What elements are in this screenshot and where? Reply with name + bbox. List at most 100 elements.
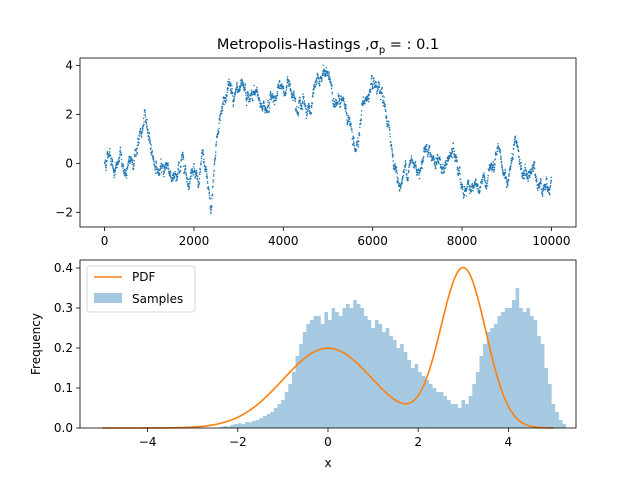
trace-point bbox=[509, 167, 512, 169]
trace-point bbox=[208, 191, 211, 193]
trace-point bbox=[332, 105, 335, 108]
trace-point bbox=[497, 145, 500, 148]
trace-point bbox=[388, 124, 390, 127]
trace-point bbox=[368, 97, 370, 100]
trace-point bbox=[272, 101, 275, 103]
trace-point bbox=[218, 117, 221, 119]
trace-point bbox=[319, 80, 321, 83]
trace-point bbox=[333, 100, 336, 103]
histogram-bar bbox=[519, 308, 523, 428]
trace-point bbox=[184, 164, 186, 167]
trace-point bbox=[177, 169, 179, 171]
trace-point bbox=[335, 99, 337, 101]
trace-point bbox=[540, 182, 542, 185]
trace-point bbox=[543, 189, 545, 191]
trace-point bbox=[358, 133, 360, 135]
histogram-bar bbox=[266, 414, 271, 428]
trace-point bbox=[245, 94, 247, 96]
trace-point bbox=[382, 104, 384, 107]
trace-point bbox=[293, 91, 295, 94]
trace-point bbox=[353, 137, 355, 139]
trace-point bbox=[297, 114, 300, 117]
trace-point bbox=[145, 123, 148, 125]
trace-point bbox=[318, 83, 321, 85]
trace-point bbox=[278, 81, 281, 83]
trace-point bbox=[164, 165, 166, 168]
trace-point bbox=[282, 87, 285, 90]
trace-point bbox=[272, 92, 274, 95]
trace-point bbox=[378, 81, 380, 84]
histogram-bar bbox=[508, 308, 512, 428]
trace-point bbox=[372, 80, 374, 83]
trace-point bbox=[138, 138, 140, 140]
trace-point bbox=[267, 104, 270, 107]
trace-point bbox=[149, 140, 151, 143]
trace-point bbox=[373, 82, 376, 85]
trace-point bbox=[208, 189, 210, 191]
trace-point bbox=[162, 165, 164, 167]
trace-point bbox=[142, 128, 144, 130]
trace-point bbox=[311, 94, 314, 96]
trace-point bbox=[462, 192, 465, 194]
trace-point bbox=[505, 178, 508, 180]
trace-point bbox=[296, 105, 298, 108]
trace-point bbox=[320, 80, 323, 83]
trace-point bbox=[451, 151, 454, 154]
trace-point bbox=[268, 103, 271, 105]
trace-point bbox=[490, 165, 492, 168]
trace-point bbox=[483, 175, 486, 177]
trace-point bbox=[285, 92, 287, 95]
trace-point bbox=[273, 103, 276, 106]
trace-point bbox=[304, 105, 307, 108]
trace-point bbox=[269, 91, 272, 94]
trace-point bbox=[382, 95, 384, 97]
trace-point bbox=[293, 90, 295, 92]
histogram-bar bbox=[479, 356, 484, 428]
trace-point bbox=[264, 111, 266, 114]
trace-point bbox=[463, 185, 466, 188]
trace-point bbox=[216, 136, 219, 138]
trace-point bbox=[205, 170, 208, 173]
trace-point bbox=[239, 86, 242, 89]
trace-point bbox=[176, 179, 178, 181]
trace-point bbox=[430, 154, 432, 156]
trace-point bbox=[396, 176, 398, 178]
legend-pdf-label: PDF bbox=[132, 270, 155, 284]
trace-point bbox=[198, 173, 201, 175]
trace-point bbox=[494, 158, 497, 160]
trace-point bbox=[185, 173, 188, 176]
trace-point bbox=[534, 174, 536, 177]
trace-point bbox=[241, 80, 244, 83]
trace-point bbox=[210, 211, 212, 214]
trace-point bbox=[332, 98, 335, 100]
trace-point bbox=[491, 168, 494, 171]
trace-point bbox=[146, 118, 148, 121]
trace-point bbox=[120, 158, 123, 161]
trace-point bbox=[166, 167, 168, 170]
trace-point bbox=[427, 153, 429, 156]
trace-point bbox=[198, 178, 201, 180]
y-tick-label: 0.4 bbox=[54, 261, 73, 275]
trace-point bbox=[537, 187, 539, 189]
histogram-bar bbox=[317, 316, 321, 428]
trace-point bbox=[309, 110, 311, 112]
trace-point bbox=[295, 107, 297, 110]
trace-plot-frame bbox=[79, 57, 577, 228]
trace-point bbox=[487, 174, 489, 177]
trace-point bbox=[459, 173, 461, 175]
trace-point bbox=[465, 190, 467, 193]
x-tick-label: 6000 bbox=[357, 234, 388, 248]
trace-point bbox=[350, 123, 352, 125]
trace-point bbox=[234, 95, 236, 97]
trace-point bbox=[328, 71, 330, 73]
trace-point bbox=[413, 167, 416, 169]
trace-point bbox=[215, 151, 217, 153]
trace-point bbox=[205, 165, 207, 168]
trace-point bbox=[181, 158, 184, 160]
trace-point bbox=[230, 90, 233, 92]
trace-point bbox=[518, 160, 520, 163]
trace-point bbox=[474, 180, 476, 183]
trace-point bbox=[144, 114, 147, 116]
trace-point bbox=[496, 153, 498, 156]
trace-point bbox=[422, 159, 424, 162]
